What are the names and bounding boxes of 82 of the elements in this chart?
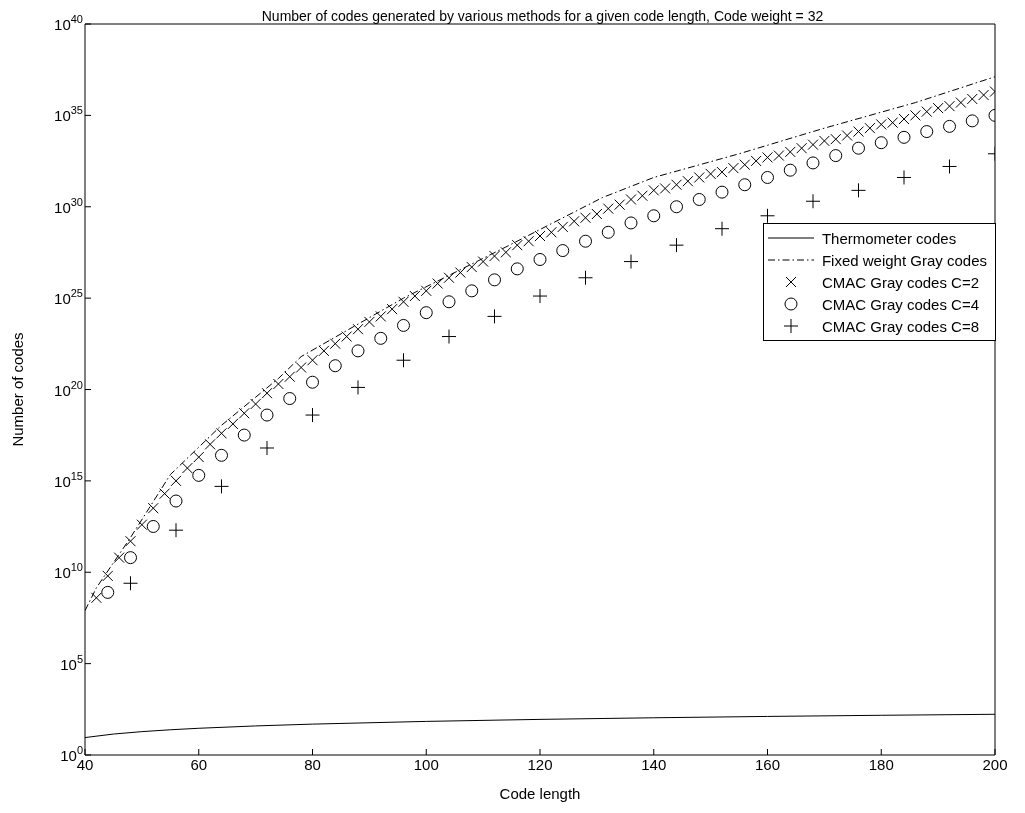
point: [852, 141, 865, 155]
y-tick-label: 10$^{35}$: [54, 104, 83, 125]
point: [123, 575, 138, 591]
y-tick-label: 10$^{30}$: [54, 196, 83, 216]
point: [351, 344, 365, 358]
legend-label: CMAC Gray codes C=4: [821, 295, 980, 313]
y-tick-label: 10$^{20}$: [54, 378, 83, 399]
point: [101, 585, 115, 599]
point: [328, 359, 342, 373]
point: [761, 170, 774, 184]
point: [556, 244, 570, 258]
point: [692, 192, 706, 206]
legend-label: CMAC Gray codes C=2: [821, 273, 980, 291]
point: [896, 169, 912, 185]
point: [715, 185, 729, 199]
y-tick-label: 10$^{10}$: [54, 561, 83, 582]
legend-label: Thermometer codes: [821, 229, 957, 247]
point: [510, 262, 524, 276]
point: [806, 156, 820, 170]
y-tick-label: 10$^{5}$: [60, 653, 83, 673]
y-tick-label: 10$^{25}$: [54, 287, 83, 308]
point: [669, 237, 684, 253]
x-tick-label: 120: [527, 755, 553, 773]
point: [714, 221, 730, 237]
legend-label: CMAC Gray codes C=8: [821, 317, 980, 335]
x-tick-label: 100: [413, 755, 439, 773]
point: [942, 158, 957, 174]
point: [488, 273, 501, 287]
x-tick-label: 160: [754, 755, 781, 773]
point: [350, 379, 366, 395]
point: [215, 448, 228, 462]
x-tick-label: 180: [868, 755, 894, 773]
point: [579, 234, 592, 248]
point: [306, 375, 319, 389]
point: [237, 428, 251, 442]
point: [124, 551, 137, 565]
x-tick-label: 60: [190, 755, 208, 773]
point: [442, 295, 456, 309]
x-tick-label: 200: [982, 755, 1008, 773]
point: [670, 200, 683, 214]
point: [465, 284, 479, 298]
point: [533, 252, 547, 266]
y-tick-label: 10$^{40}$: [54, 13, 83, 33]
point: [419, 306, 433, 320]
chart-title: Number of codes generated by various methods for a given code length, Code weight = 32: [261, 8, 824, 24]
x-tick-label: 140: [641, 755, 667, 773]
point: [920, 125, 934, 139]
point: [601, 225, 615, 239]
point: [214, 478, 229, 494]
point: [259, 440, 275, 456]
point: [305, 407, 320, 423]
point: [260, 408, 274, 422]
y-axis-title: Number of codes: [9, 332, 27, 447]
point: [897, 130, 911, 144]
point: [647, 209, 661, 223]
point: [943, 119, 956, 133]
point: [441, 329, 457, 345]
point: [397, 318, 410, 332]
point: [168, 522, 184, 538]
point: [624, 216, 638, 230]
point: [829, 149, 843, 163]
point: [623, 254, 639, 270]
point: [783, 163, 797, 177]
legend-label: Fixed weight Gray codes: [821, 251, 987, 269]
point: [283, 392, 297, 406]
point: [487, 308, 502, 324]
point: [760, 208, 775, 224]
point: [169, 494, 183, 508]
x-tick-label: 80: [304, 755, 321, 773]
point: [146, 519, 160, 533]
point: [805, 193, 821, 209]
point: [874, 136, 888, 150]
point: [374, 331, 388, 345]
x-axis-title: Code length: [499, 785, 581, 802]
point: [192, 468, 206, 482]
point: [578, 270, 593, 286]
y-tick-label: 10$^{15}$: [54, 470, 83, 490]
point: [851, 182, 866, 198]
point: [738, 178, 752, 192]
point: [965, 114, 979, 128]
point: [532, 288, 548, 304]
point: [396, 352, 411, 368]
